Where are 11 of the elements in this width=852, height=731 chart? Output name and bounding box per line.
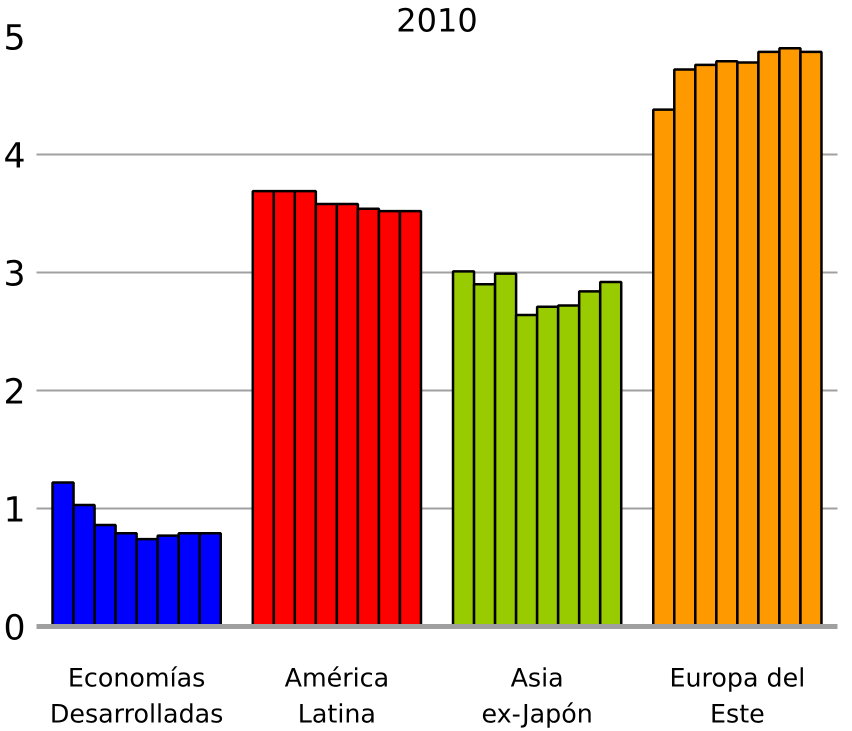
chart-title: 2010 [396, 2, 478, 40]
y-tick-label: 4 [3, 136, 26, 176]
x-tick-label: Economías Desarrolladas [50, 662, 224, 728]
y-tick-label: 5 [3, 18, 26, 58]
x-tick-label: América Latina [284, 662, 390, 728]
y-tick-label: 0 [3, 608, 26, 648]
x-tick-label: Europa del Este [669, 662, 806, 728]
x-tick-label: Asia ex-Japón [481, 662, 593, 728]
y-tick-label: 2 [3, 372, 26, 412]
y-tick-label: 3 [3, 254, 26, 294]
y-tick-label: 1 [3, 490, 26, 530]
